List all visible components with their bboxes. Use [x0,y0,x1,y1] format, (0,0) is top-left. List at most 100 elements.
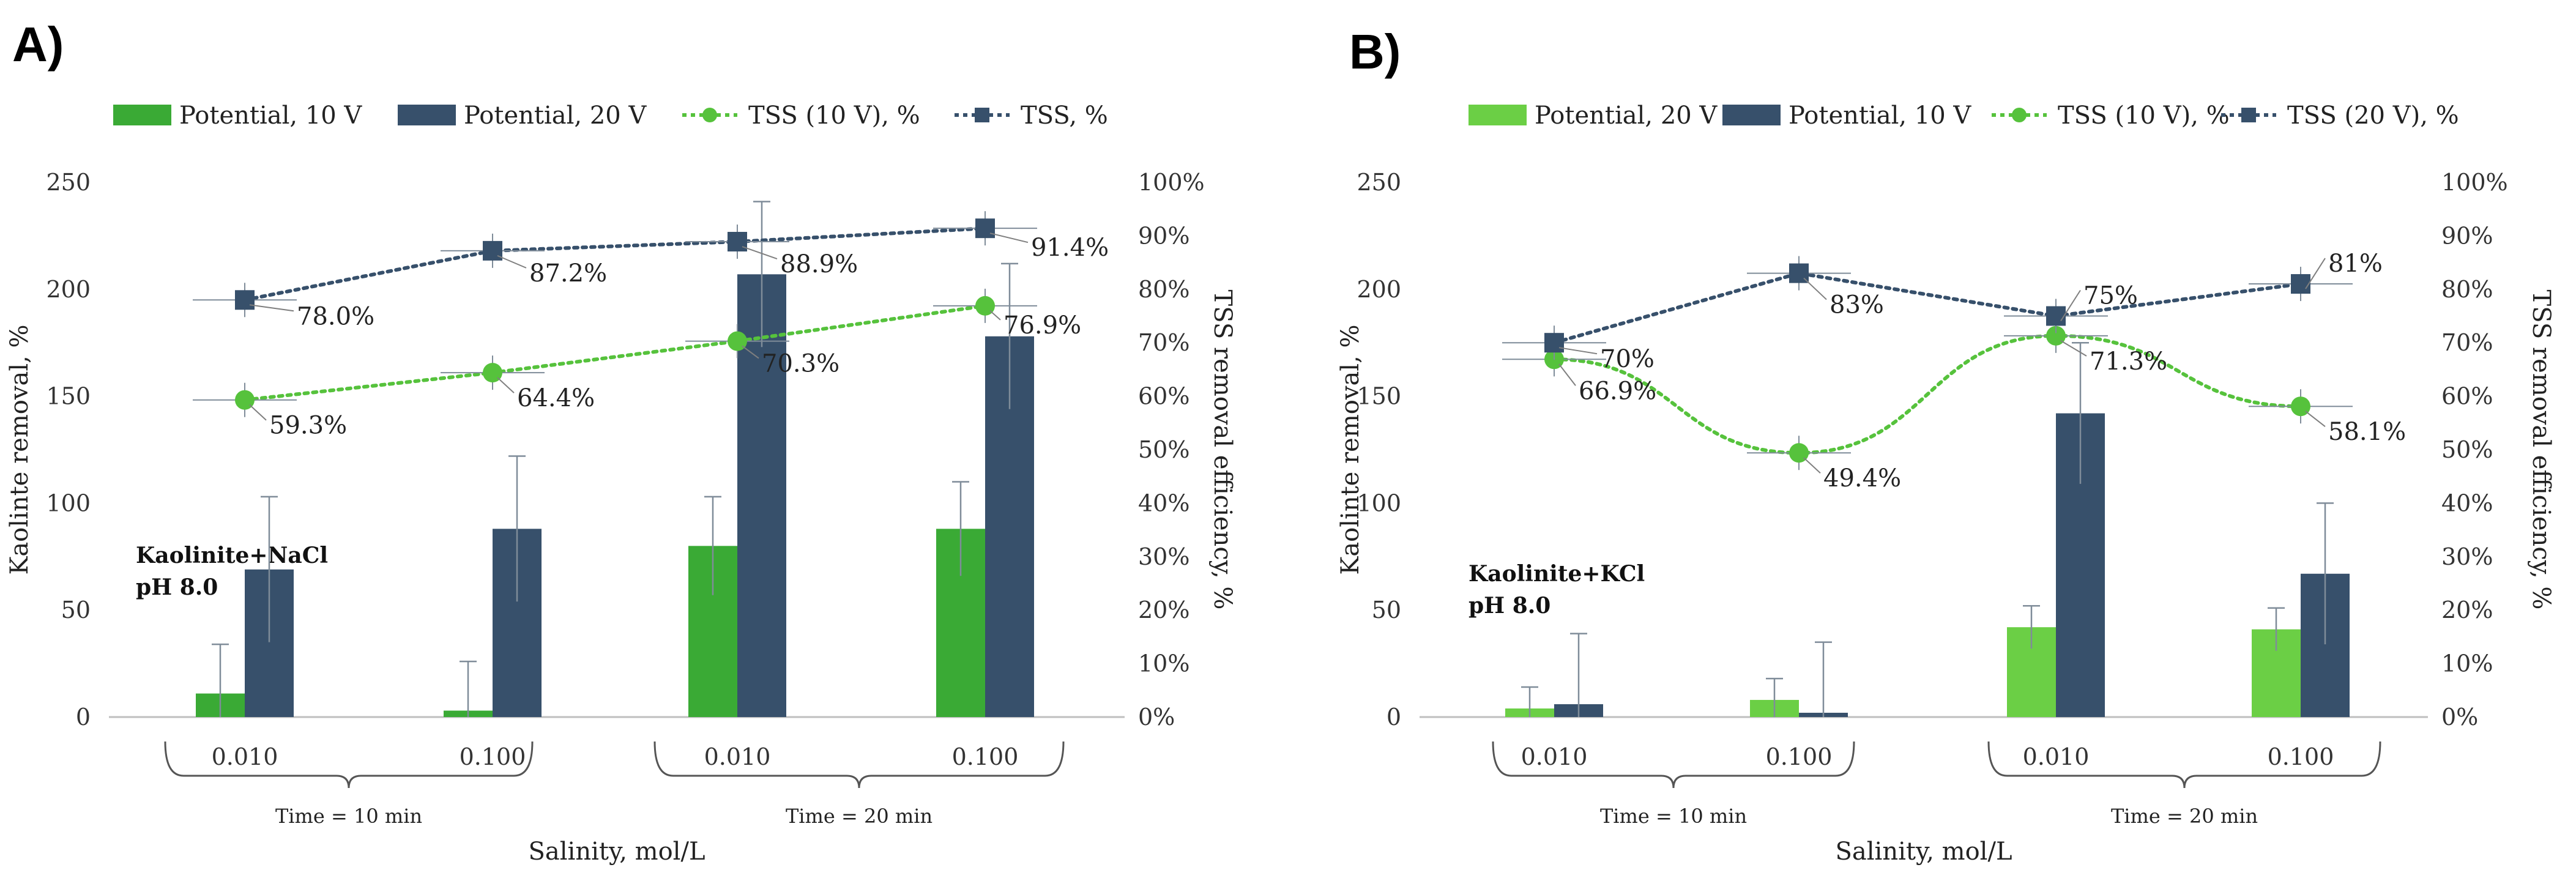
legend-marker [702,108,717,122]
panel-a: A) Potential, 10 V Potential, 20 V TSS (10 … [6,17,1237,866]
legend-marker [2012,108,2027,122]
y-tick-label: 150 [46,383,91,410]
data-label: 49.4% [1823,464,1901,493]
series-marker [235,290,255,310]
series-marker [2046,306,2066,326]
y-tick-label: 250 [1357,169,1401,196]
data-label: 64.4% [517,384,595,412]
annotation-ph: pH 8.0 [136,574,218,600]
y-tick-label: 0 [1387,704,1401,730]
annotation-salt: Kaolinite+KCl [1469,561,1645,587]
label-leader [249,304,294,312]
data-label: 88.9% [780,250,858,278]
data-label: 75% [2083,282,2138,310]
label-leader [1803,277,1827,300]
data-label: 71.3% [2090,348,2167,376]
y-tick-label: 150 [1357,383,1401,410]
series-marker [1544,333,1564,353]
series-marker [728,232,747,252]
legend-label: Potential, 20 V [1535,102,1718,130]
legend-label: Potential, 10 V [1789,102,1971,130]
data-label: 59.3% [269,412,347,440]
data-label: 70.3% [762,350,839,378]
data-label: 83% [1830,291,1884,319]
label-leader [497,377,515,393]
group-bracket [164,741,534,789]
y2-tick-label: 60% [1138,383,1189,410]
legend-swatch [113,105,171,125]
group-bracket [653,741,1065,789]
x-tick-label: 0.100 [1766,743,1833,770]
data-label: 70% [1600,345,1655,373]
y-tick-label: 100 [1357,489,1401,516]
data-label: 78.0% [297,302,374,330]
legend-marker [975,108,989,122]
y-tick-label: 200 [1357,276,1401,303]
y-tick-label: 0 [76,704,91,730]
y2-tick-label: 50% [1138,436,1189,463]
label-leader [1803,457,1821,474]
y2-tick-label: 80% [1138,276,1189,303]
label-leader [497,255,527,269]
y2-tick-label: 10% [1138,650,1189,677]
series-marker [483,240,502,261]
y2-tick-label: 30% [1138,543,1189,570]
y2-tick-label: 60% [2441,383,2493,410]
y-tick-label: 50 [1372,597,1401,623]
label-leader [2060,340,2087,357]
group-label: Time = 20 min [786,805,932,828]
group-bracket [1987,741,2381,789]
data-label: 87.2% [529,259,607,288]
series-marker [975,218,995,239]
data-label: 81% [2328,250,2383,278]
label-leader [249,404,267,421]
y2-tick-label: 80% [2441,276,2493,303]
label-leader [989,310,1001,321]
y2-tick-label: 100% [1138,169,1205,196]
label-leader [2305,258,2326,289]
y-axis-title: Kaolinte removal, % [1336,324,1364,574]
panel-label: B) [1349,24,1401,79]
x-tick-label: 0.010 [2023,743,2090,770]
group-label: Time = 20 min [2111,805,2258,828]
panel-b: B) Potential, 20 V Potential, 10 V TSS (10 … [1336,24,2555,866]
y2-tick-label: 70% [2441,329,2493,356]
label-leader [2060,289,2081,322]
legend-marker [2241,108,2256,122]
data-label: 91.4% [1031,234,1109,262]
y-tick-label: 50 [61,597,91,623]
data-label: 66.9% [1579,377,1656,405]
legend-label: TSS (10 V), % [748,102,920,130]
legend-label: Potential, 10 V [179,102,362,130]
y2-tick-label: 70% [1138,329,1189,356]
y2-tick-label: 0% [1138,704,1175,730]
y-tick-label: 250 [46,169,91,196]
y2-tick-label: 100% [2441,169,2508,196]
legend-label: TSS (10 V), % [2058,102,2230,130]
group-label: Time = 10 min [275,805,422,828]
label-leader [1558,347,1598,355]
y2-tick-label: 40% [2441,489,2493,516]
y2-tick-label: 20% [1138,597,1189,623]
y2-tick-label: 10% [2441,650,2493,677]
x-tick-label: 0.010 [1521,743,1588,770]
x-axis-title: Salinity, mol/L [1835,838,2012,866]
series-line [1552,271,2302,345]
y2-tick-label: 0% [2441,704,2478,730]
data-label: 76.9% [1003,311,1081,340]
label-leader [742,345,759,359]
y2-axis-title: TSS removal efficiency, % [1208,290,1237,610]
series-line [1552,333,2302,455]
legend-swatch [1722,105,1781,125]
legend-swatch [398,105,456,125]
series-line [243,226,987,302]
x-tick-label: 0.010 [704,743,771,770]
label-leader [989,232,1029,243]
y2-axis-title: TSS removal efficiency, % [2527,290,2555,610]
legend-label: TSS, % [1021,102,1108,130]
legend-swatch [1469,105,1527,125]
y2-tick-label: 40% [1138,489,1189,516]
y2-tick-label: 30% [2441,543,2493,570]
y2-tick-label: 50% [2441,436,2493,463]
